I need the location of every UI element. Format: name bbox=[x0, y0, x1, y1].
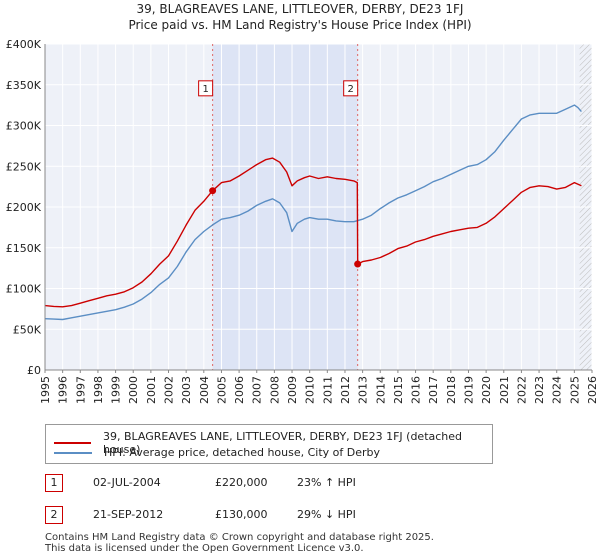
x-tick-label: 2010 bbox=[304, 376, 317, 404]
x-tick-label: 1996 bbox=[57, 376, 70, 404]
x-tick-label: 2016 bbox=[410, 376, 423, 404]
legend-item-hpi: HPI: Average price, detached house, City… bbox=[54, 446, 380, 459]
sale-box-label-1: 1 bbox=[202, 84, 208, 95]
x-tick-label: 2014 bbox=[374, 376, 387, 404]
sale-date-2: 21-SEP-2012 bbox=[93, 508, 164, 521]
legend-item-property: 39, BLAGREAVES LANE, LITTLEOVER, DERBY, … bbox=[54, 430, 492, 456]
x-tick-label: 2008 bbox=[268, 376, 281, 404]
y-tick-label: £300K bbox=[6, 120, 42, 133]
x-tick-label: 2015 bbox=[392, 376, 405, 404]
chart-title: 39, BLAGREAVES LANE, LITTLEOVER, DERBY, … bbox=[136, 2, 464, 16]
x-tick-label: 1998 bbox=[92, 376, 105, 404]
y-tick-label: £100K bbox=[6, 283, 42, 296]
x-tick-label: 2002 bbox=[163, 376, 176, 404]
x-tick-label: 1995 bbox=[39, 376, 52, 404]
x-tick-label: 2001 bbox=[145, 376, 158, 404]
price-chart: 1 2 £0 £50K £100K £150K £200K £250K £300K £350K £4… bbox=[6, 38, 599, 404]
x-tick-label: 2011 bbox=[321, 376, 334, 404]
x-tick-label: 2024 bbox=[551, 376, 564, 404]
x-tick-label: 2013 bbox=[357, 376, 370, 404]
footer-copyright: Contains HM Land Registry data © Crown c… bbox=[45, 532, 434, 543]
x-tick-label: 2021 bbox=[498, 376, 511, 404]
property-price-line bbox=[44, 157, 582, 308]
legend-swatch-hpi bbox=[54, 451, 92, 454]
y-tick-label: £400K bbox=[6, 38, 42, 51]
x-tick-label: 2009 bbox=[286, 376, 299, 404]
sale-box-label-2: 2 bbox=[347, 84, 353, 95]
sale-point-2 bbox=[354, 260, 362, 268]
x-tick-label: 1997 bbox=[74, 376, 87, 404]
sale-date-1: 02-JUL-2004 bbox=[93, 476, 161, 489]
sale-price-2: £130,000 bbox=[215, 508, 268, 521]
sale-box-2 bbox=[343, 80, 359, 97]
hpi-line bbox=[44, 104, 582, 321]
sale-badge-2: 2 bbox=[45, 506, 63, 524]
legend-label-property: 39, BLAGREAVES LANE, LITTLEOVER, DERBY, … bbox=[102, 430, 463, 456]
legend-swatch-property bbox=[54, 442, 91, 444]
x-tick-label: 2000 bbox=[127, 376, 140, 404]
sale-badge-1: 1 bbox=[45, 474, 63, 492]
sale-price-1: £220,000 bbox=[215, 476, 268, 489]
x-tick-label: 2019 bbox=[462, 376, 475, 404]
x-tick-label: 2022 bbox=[515, 376, 528, 404]
x-tick-label: 2003 bbox=[180, 376, 193, 404]
x-tick-label: 2020 bbox=[480, 376, 493, 404]
x-tick-label: 2007 bbox=[251, 376, 264, 404]
x-tick-label: 2006 bbox=[233, 376, 246, 404]
x-tick-label: 2005 bbox=[215, 376, 228, 404]
sale-hpi-2: 29% ↓ HPI bbox=[297, 508, 356, 521]
x-tick-label: 2025 bbox=[568, 376, 581, 404]
chart-subtitle: Price paid vs. HM Land Registry's House … bbox=[128, 18, 472, 32]
y-tick-label: £50K bbox=[13, 323, 42, 336]
x-tick-label: 2023 bbox=[533, 376, 546, 404]
legend-label-hpi: HPI: Average price, detached house, City… bbox=[104, 446, 381, 459]
y-tick-label: £200K bbox=[6, 201, 42, 214]
x-tick-label: 2017 bbox=[427, 376, 440, 404]
y-tick-label: £250K bbox=[6, 160, 42, 173]
x-tick-label: 2026 bbox=[586, 376, 599, 404]
sale-box-1 bbox=[198, 80, 214, 97]
y-tick-label: £0 bbox=[27, 364, 41, 377]
y-tick-label: £150K bbox=[6, 242, 42, 255]
sale-point-1 bbox=[209, 187, 217, 195]
x-tick-label: 2004 bbox=[198, 376, 211, 404]
sale-hpi-1: 23% ↑ HPI bbox=[297, 476, 356, 489]
legend: 39, BLAGREAVES LANE, LITTLEOVER, DERBY, … bbox=[45, 424, 493, 464]
y-tick-label: £350K bbox=[6, 79, 42, 92]
x-tick-label: 2018 bbox=[445, 376, 458, 404]
x-tick-label: 1999 bbox=[110, 376, 123, 404]
x-tick-label: 2012 bbox=[339, 376, 352, 404]
footer-licence: This data is licensed under the Open Gov… bbox=[45, 543, 364, 554]
